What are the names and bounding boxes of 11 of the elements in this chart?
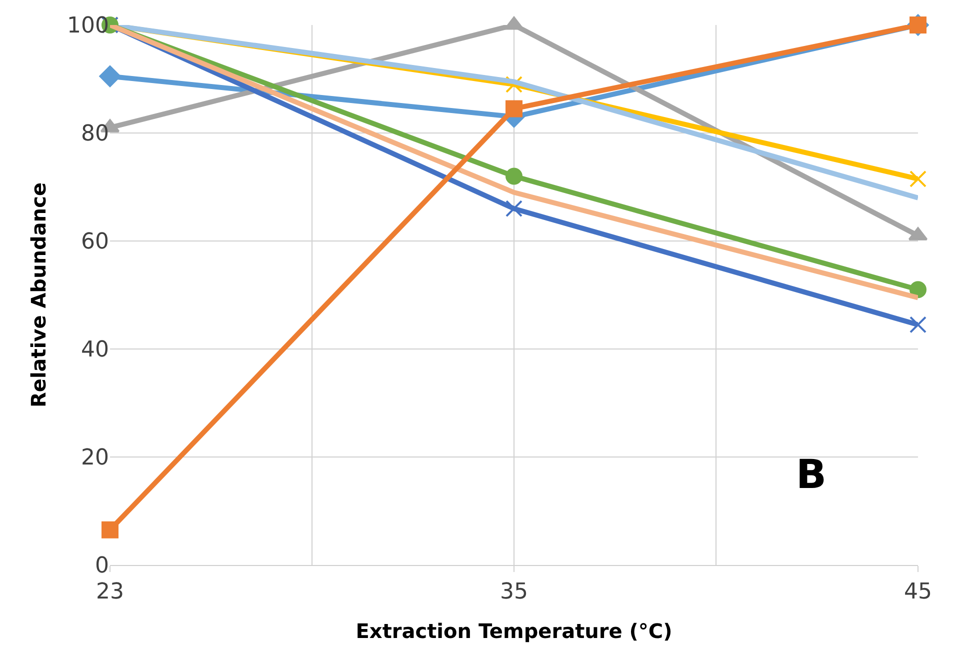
x-tick-label: 35 <box>500 579 528 604</box>
y-axis-title: Relative Abundance <box>26 182 50 408</box>
annotation: B <box>796 452 826 498</box>
y-tick-label: 80 <box>81 122 109 147</box>
x-axis-title: Extraction Temperature (°C) <box>356 618 672 643</box>
x-tick-label: 45 <box>904 579 932 604</box>
y-tick-label: 40 <box>81 338 109 363</box>
x-tick-label: 23 <box>96 579 124 604</box>
y-tick-label: 60 <box>81 230 109 255</box>
y-tick-label: 20 <box>81 446 109 471</box>
y-tick-label: 0 <box>95 554 109 579</box>
